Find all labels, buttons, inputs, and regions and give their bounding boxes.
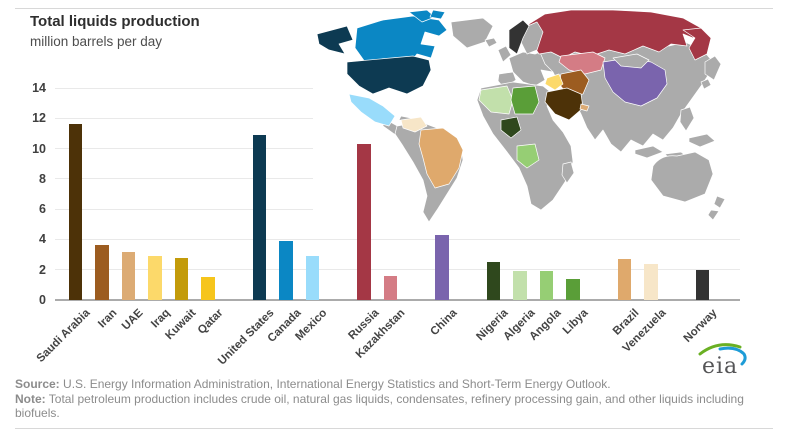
eia-logo: eia [694, 340, 750, 382]
map-angola [516, 143, 540, 169]
map-nigeria [500, 116, 522, 139]
bar-angola [539, 271, 553, 300]
footer-notes: Source: U.S. Energy Information Administ… [15, 377, 771, 421]
bar-kazakhstan [383, 275, 397, 300]
bar-nigeria [486, 262, 500, 300]
map-new-zealand-north [713, 195, 726, 209]
eia-logo-swoosh [698, 343, 747, 366]
bar-iraq [148, 256, 162, 300]
source-line: Source: U.S. Energy Information Administ… [15, 377, 771, 392]
top-divider [15, 8, 773, 9]
map-mexico [348, 93, 396, 127]
map-new-zealand-south [707, 209, 720, 221]
map-madagascar [561, 161, 575, 184]
map-russia [528, 10, 702, 59]
map-greenland [450, 17, 494, 49]
bar-brazil [617, 259, 631, 300]
map-indonesia-1 [634, 145, 664, 159]
map-kazakhstan [558, 51, 606, 75]
bar-china [435, 234, 449, 300]
map-new-guinea [688, 133, 716, 148]
map-japan [704, 55, 722, 81]
bar-uae [121, 251, 135, 300]
map-algeria [478, 85, 514, 115]
map-mongolia [612, 53, 650, 69]
chart-title: Total liquids production [30, 13, 200, 30]
y-axis-tick-4: 4 [39, 232, 46, 247]
map-libya [510, 85, 540, 115]
bar-russia [357, 144, 371, 300]
map-saudi-arabia [544, 87, 584, 121]
map-uae [579, 103, 590, 112]
gridline-y4 [55, 238, 740, 240]
map-iraq [544, 73, 564, 91]
map-philippines [679, 106, 695, 132]
y-axis-tick-6: 6 [39, 202, 46, 217]
y-axis-tick-14: 14 [32, 81, 46, 95]
map-brazil [418, 127, 464, 189]
source-text: U.S. Energy Information Administration, … [59, 377, 611, 391]
map-iceland [484, 37, 498, 48]
note-line: Note: Total petroleum production include… [15, 392, 771, 421]
map-united-states [346, 55, 432, 95]
map-norway [508, 19, 530, 55]
map-canada-arctic-2 [429, 10, 446, 20]
bottom-divider [15, 428, 773, 429]
bar-libya [566, 278, 580, 300]
bar-venezuela [644, 263, 658, 300]
bar-canada [279, 240, 293, 300]
y-axis-tick-12: 12 [32, 111, 46, 126]
bar-kuwait [174, 257, 188, 300]
y-axis-tick-0: 0 [39, 293, 46, 307]
bar-norway [695, 269, 709, 300]
y-axis-tick-10: 10 [32, 141, 46, 156]
bar-algeria [513, 271, 527, 300]
world-map-inset [313, 10, 788, 236]
map-alaska [316, 25, 354, 55]
gridline-y2 [55, 269, 740, 271]
map-russia-kamchatka [682, 27, 712, 61]
bar-mexico [305, 256, 319, 300]
y-axis-tick-2: 2 [39, 262, 46, 277]
chart-subtitle: million barrels per day [30, 34, 163, 49]
map-japan-south [700, 78, 712, 90]
note-text: Total petroleum production includes crud… [15, 391, 744, 421]
source-label: Source: [15, 377, 60, 391]
x-axis-line [55, 299, 740, 301]
bar-united-states [252, 134, 266, 300]
map-venezuela [400, 116, 428, 133]
note-label: Note: [15, 391, 46, 406]
eia-logo-text: eia [702, 354, 739, 379]
bar-iran [95, 245, 109, 300]
bar-saudi-arabia [68, 124, 82, 300]
map-uk [497, 45, 512, 63]
bar-qatar [201, 277, 215, 300]
chart-header: Total liquids production million barrels… [30, 13, 200, 50]
y-axis-tick-8: 8 [39, 171, 46, 186]
map-australia [650, 151, 714, 203]
